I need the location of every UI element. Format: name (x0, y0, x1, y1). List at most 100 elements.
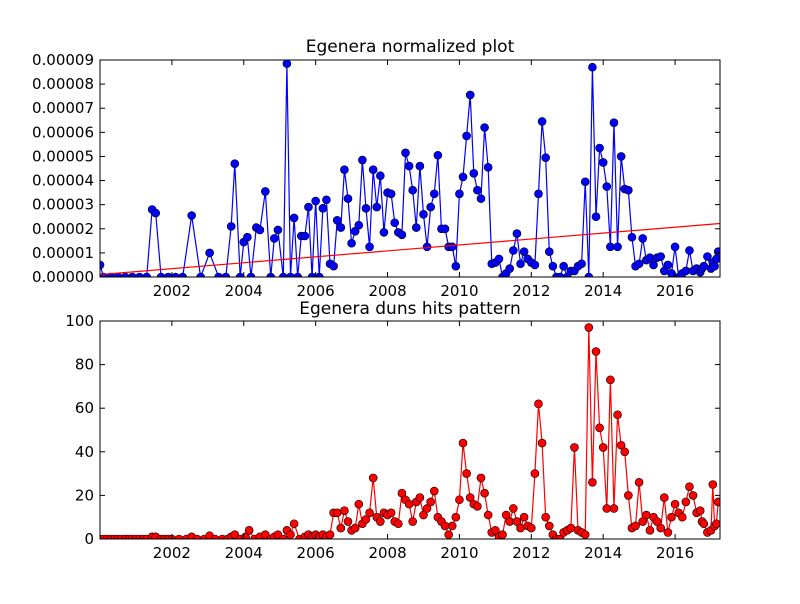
data-point (681, 497, 691, 507)
y-tick-label: 0.00008 (32, 75, 94, 93)
data-point (685, 482, 694, 491)
data-point (708, 480, 718, 489)
data-point (667, 269, 676, 277)
data-point (340, 165, 349, 175)
data-point (372, 202, 382, 212)
x-tick-label: 2016 (656, 544, 694, 562)
data-point (266, 272, 276, 277)
data-point (444, 530, 453, 539)
data-point (429, 189, 439, 199)
data-point (613, 242, 622, 252)
y-tick-label: 0 (84, 530, 94, 548)
data-point (433, 150, 443, 160)
data-point (361, 515, 371, 524)
data-point (286, 272, 295, 277)
data-point (336, 223, 346, 232)
data-point (530, 469, 540, 478)
data-point (620, 447, 630, 457)
data-point (656, 252, 666, 261)
data-point (340, 506, 349, 515)
data-point (196, 272, 205, 277)
data-point (386, 508, 396, 518)
data-point (336, 523, 346, 533)
data-point (480, 123, 489, 132)
data-point (394, 519, 403, 529)
data-point (279, 272, 288, 277)
data-point (100, 260, 105, 270)
x-tick-label: 2016 (656, 282, 694, 300)
data-point (645, 525, 655, 535)
data-point (491, 525, 500, 535)
data-point (365, 508, 374, 518)
data-point (598, 158, 608, 167)
data-point (534, 189, 543, 199)
data-point (473, 501, 482, 511)
data-point (519, 512, 529, 522)
y-tick-label: 20 (75, 486, 94, 504)
data-point (289, 213, 299, 223)
data-point (483, 162, 493, 172)
x-tick-label: 2012 (512, 544, 550, 562)
data-point (713, 497, 720, 507)
data-point (638, 234, 648, 243)
data-point (501, 510, 511, 520)
data-point (462, 131, 471, 141)
data-point (526, 523, 536, 533)
data-point (530, 260, 540, 270)
data-point (178, 272, 187, 277)
x-tick-label: 2002 (153, 544, 191, 562)
data-point (368, 165, 378, 175)
data-point (322, 195, 331, 205)
data-point (329, 261, 338, 271)
data-point (192, 534, 202, 539)
data-point (670, 499, 680, 509)
plot-area: 2002 2004 2006 2008 2010 2012 2014 2016 0.00000 0… (32, 51, 721, 300)
data-point (142, 272, 152, 277)
data-point (455, 189, 464, 199)
data-point (282, 60, 292, 68)
data-point (505, 264, 515, 273)
data-point (368, 473, 378, 483)
data-point (584, 272, 594, 277)
trend-line (99, 222, 721, 276)
data-point (361, 203, 371, 213)
data-point (598, 443, 608, 452)
data-point (541, 512, 550, 522)
data-point (580, 177, 590, 187)
data-point (128, 272, 137, 277)
data-point (293, 272, 302, 277)
data-point (624, 491, 633, 500)
data-point (451, 512, 461, 522)
data-point (509, 504, 518, 513)
data-point (422, 504, 432, 513)
data-point (397, 230, 407, 240)
data-point (627, 232, 637, 242)
data-point (688, 491, 698, 500)
data-point (634, 259, 644, 269)
data-point (304, 202, 313, 212)
data-point (314, 272, 324, 277)
x-tick-label: 2008 (368, 544, 406, 562)
data-point (469, 169, 479, 178)
data-point (638, 517, 648, 526)
data-point (465, 90, 475, 100)
y-tick-label: 0.00007 (32, 99, 94, 117)
data-point (354, 220, 364, 230)
data-point (537, 438, 547, 448)
data-point (509, 246, 518, 255)
data-point (135, 272, 144, 277)
data-point (244, 525, 254, 535)
data-point (205, 248, 214, 258)
data-point (595, 423, 604, 433)
data-point (519, 247, 529, 256)
data-point (451, 261, 461, 271)
data-point (606, 242, 615, 252)
data-point (476, 194, 486, 203)
data-point (419, 210, 428, 219)
data-point (350, 523, 360, 533)
data-point (465, 493, 475, 502)
data-point (544, 247, 554, 256)
data-point (246, 272, 256, 277)
data-point (483, 510, 493, 520)
